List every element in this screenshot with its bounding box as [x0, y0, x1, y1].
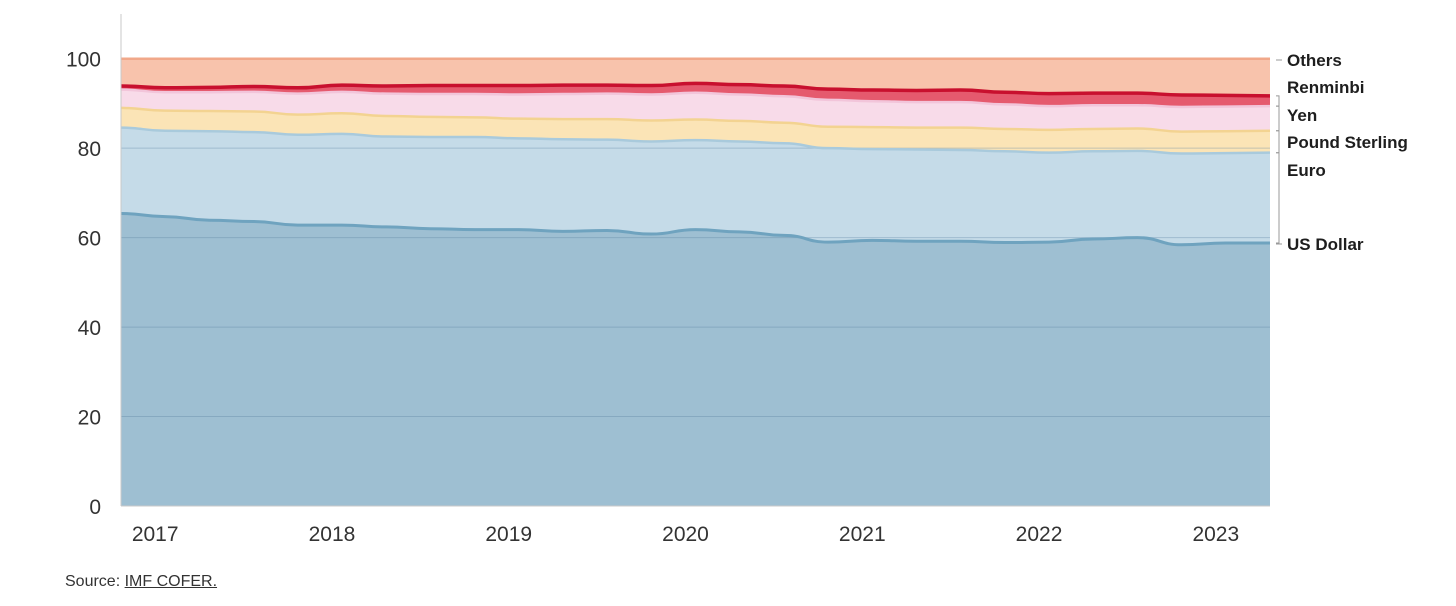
y-tick-label: 60	[78, 228, 101, 251]
legend-bracket-yen	[1276, 105, 1280, 132]
y-tick-label: 40	[78, 317, 101, 340]
area-euro	[121, 127, 1270, 245]
legend-label-renminbi: Renminbi	[1287, 78, 1364, 97]
line-euro	[120, 126, 1271, 155]
area-yen	[121, 89, 1270, 132]
x-tick-label: 2017	[132, 523, 179, 546]
legend-label-euro: Euro	[1287, 161, 1326, 180]
legend-label-yen: Yen	[1287, 106, 1317, 125]
y-tick-label: 20	[78, 407, 101, 430]
x-tick-label: 2019	[485, 523, 532, 546]
legend-label-pound-sterling: Pound Sterling	[1287, 133, 1408, 152]
area-others	[121, 58, 1270, 96]
area-us-dollar	[121, 213, 1270, 507]
legend-label-us-dollar: US Dollar	[1287, 235, 1364, 254]
line-renminbi	[120, 81, 1271, 98]
x-tick-label: 2021	[839, 523, 886, 546]
axes	[120, 14, 1270, 507]
x-tick-labels: 2017 2018 2019 2020 2021 2022 2023	[132, 523, 1239, 546]
y-tick-label: 100	[66, 49, 101, 72]
line-pound-sterling	[120, 106, 1271, 133]
legend-bracket-euro	[1276, 152, 1280, 244]
line-us-dollar	[120, 211, 1270, 247]
x-tick-label: 2022	[1016, 523, 1063, 546]
y-tick-labels: 0 20 40 60 80 100	[66, 49, 101, 519]
line-yen	[120, 88, 1271, 109]
legend-bracket-renminbi	[1276, 95, 1280, 107]
y-tick-label: 80	[78, 138, 101, 161]
y-tick-label: 0	[89, 496, 101, 519]
area-pound-sterling	[121, 107, 1270, 154]
legend: Others Renminbi Yen Pound Sterling Euro US Do…	[1276, 51, 1408, 254]
series-areas	[121, 58, 1270, 507]
legend-bracket-pound-sterling	[1276, 130, 1280, 154]
x-tick-label: 2020	[662, 523, 709, 546]
source-prefix: Source:	[65, 573, 125, 590]
source-link[interactable]: IMF COFER.	[124, 573, 218, 590]
x-tick-label: 2023	[1192, 523, 1239, 546]
source-note: Source: IMF COFER.	[65, 573, 217, 591]
series-lines	[120, 57, 1271, 418]
area-renminbi	[121, 83, 1270, 108]
legend-label-others: Others	[1287, 51, 1342, 70]
x-tick-label: 2018	[309, 523, 356, 546]
